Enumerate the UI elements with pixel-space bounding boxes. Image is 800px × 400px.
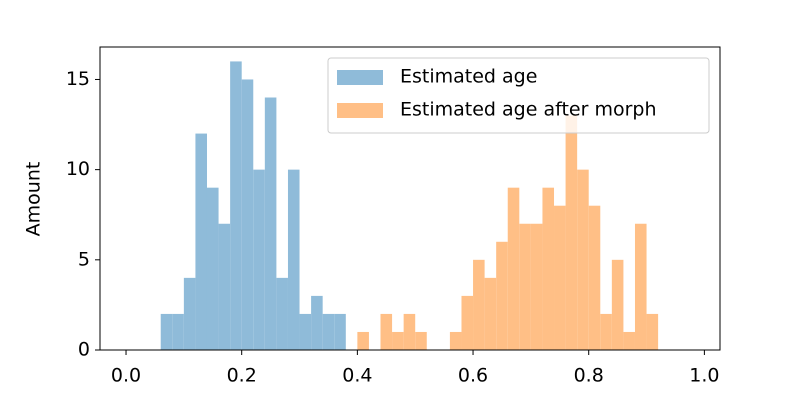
bar bbox=[311, 295, 323, 350]
bar bbox=[496, 241, 508, 350]
bar bbox=[264, 97, 277, 350]
bar bbox=[415, 331, 427, 350]
y-tick-label: 15 bbox=[66, 68, 90, 90]
bar bbox=[392, 331, 404, 350]
y-tick-label: 5 bbox=[78, 248, 90, 270]
bar bbox=[507, 187, 520, 350]
bar bbox=[160, 313, 173, 350]
x-tick-label: 0.6 bbox=[458, 365, 488, 387]
bar bbox=[183, 277, 196, 350]
y-tick-label: 10 bbox=[66, 158, 90, 180]
legend-swatch bbox=[337, 103, 383, 118]
bar bbox=[542, 187, 555, 350]
legend-swatch bbox=[337, 70, 383, 85]
bar bbox=[577, 169, 589, 350]
legend-label: Estimated age after morph bbox=[400, 99, 657, 121]
legend-label: Estimated age bbox=[400, 66, 537, 88]
bar bbox=[287, 169, 300, 350]
bar bbox=[322, 313, 335, 350]
y-axis-label: Amount bbox=[23, 162, 45, 237]
x-axis-label: Age (years) bbox=[355, 399, 465, 400]
bar bbox=[172, 313, 184, 350]
bar bbox=[334, 313, 346, 350]
bar bbox=[623, 331, 635, 350]
bar bbox=[554, 205, 566, 350]
bar bbox=[530, 223, 543, 350]
x-tick-label: 0.0 bbox=[111, 365, 141, 387]
bar bbox=[565, 115, 578, 351]
bar bbox=[600, 313, 612, 350]
x-tick-label: 1.0 bbox=[689, 365, 719, 387]
bar bbox=[195, 133, 207, 350]
x-tick-label: 0.8 bbox=[574, 365, 604, 387]
bar bbox=[403, 313, 416, 350]
bar bbox=[276, 277, 288, 350]
bar bbox=[449, 331, 462, 350]
bar bbox=[230, 61, 242, 351]
bar bbox=[461, 295, 474, 350]
bar bbox=[519, 223, 531, 350]
bar bbox=[634, 223, 647, 350]
bar bbox=[473, 259, 485, 350]
bar bbox=[299, 313, 312, 350]
bar bbox=[253, 169, 265, 350]
bar bbox=[611, 259, 624, 350]
bar bbox=[646, 313, 659, 350]
bar bbox=[484, 277, 497, 350]
x-tick-label: 0.4 bbox=[342, 365, 372, 387]
bar bbox=[357, 331, 369, 350]
bar bbox=[218, 223, 231, 350]
bar bbox=[241, 79, 254, 350]
bar bbox=[380, 313, 393, 350]
plot-frame bbox=[99, 46, 721, 351]
y-tick-label: 0 bbox=[78, 339, 90, 361]
legend-box bbox=[327, 57, 710, 134]
x-tick-label: 0.2 bbox=[227, 365, 257, 387]
bar bbox=[588, 205, 601, 350]
bar bbox=[206, 187, 219, 350]
